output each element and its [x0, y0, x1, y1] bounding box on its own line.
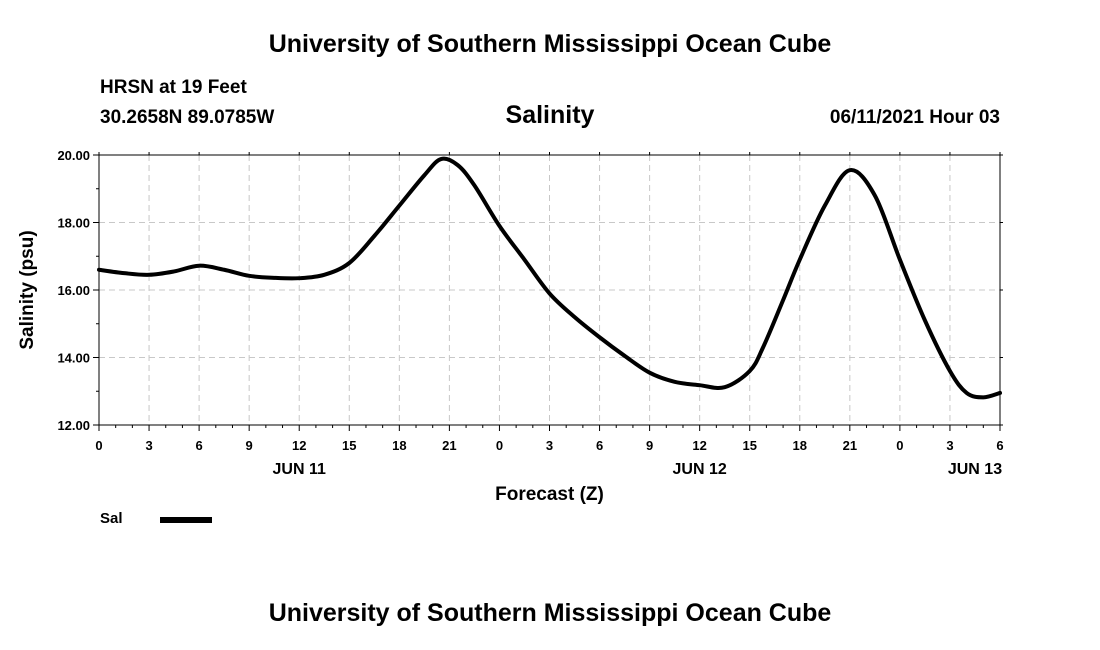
- y-axis-title: Salinity (psu): [17, 230, 38, 349]
- x-tick-label: 3: [546, 438, 553, 453]
- y-tick-label: 18.00: [57, 216, 90, 231]
- x-tick-label: 21: [442, 438, 456, 453]
- series-layer: [97, 156, 1002, 400]
- x-tick-label: 6: [596, 438, 603, 453]
- legend-label: Sal: [100, 510, 123, 527]
- grid: [99, 155, 1000, 425]
- y-tick-label: 16.00: [57, 283, 90, 298]
- date-label: JUN 12: [673, 461, 727, 478]
- variable-title: Salinity: [505, 101, 595, 129]
- x-tick-label: 0: [95, 438, 102, 453]
- y-tick-label: 12.00: [57, 418, 90, 433]
- x-tick-label: 0: [896, 438, 903, 453]
- legend-swatch: [160, 517, 212, 523]
- x-tick-label: 3: [145, 438, 152, 453]
- series-line-sal: [97, 156, 1002, 400]
- y-tick-label: 20.00: [57, 148, 90, 163]
- x-tick-label: 18: [793, 438, 807, 453]
- chart-main-title: University of Southern Mississippi Ocean…: [268, 30, 832, 58]
- date-label: JUN 13: [948, 461, 1002, 478]
- station-label: HRSN at 19 Feet: [100, 77, 247, 98]
- x-tick-label: 15: [342, 438, 356, 453]
- date-label: JUN 11: [273, 461, 326, 478]
- x-tick-label: 9: [246, 438, 253, 453]
- y-tick-label: 14.00: [57, 351, 90, 366]
- x-tick-label: 12: [692, 438, 706, 453]
- x-tick-label: 0: [496, 438, 503, 453]
- x-tick-label: 9: [646, 438, 653, 453]
- x-tick-label: 12: [292, 438, 306, 453]
- x-tick-label: 15: [742, 438, 756, 453]
- x-tick-label: 18: [392, 438, 406, 453]
- x-tick-label: 6: [195, 438, 202, 453]
- x-tick-label: 21: [843, 438, 857, 453]
- chart-footer-title: University of Southern Mississippi Ocean…: [268, 599, 832, 627]
- station-coordinates: 30.2658N 89.0785W: [100, 107, 275, 128]
- x-tick-label: 6: [996, 438, 1003, 453]
- x-axis-title: Forecast (Z): [495, 484, 604, 505]
- forecast-datetime: 06/11/2021 Hour 03: [829, 107, 1000, 128]
- tick-layer: 0 3 6 9 12 15 18 21 0 3 6 9 12 15 18 21 0 3 6 JUN 11 JUN 12 J…: [57, 148, 1003, 478]
- x-tick-label: 3: [946, 438, 953, 453]
